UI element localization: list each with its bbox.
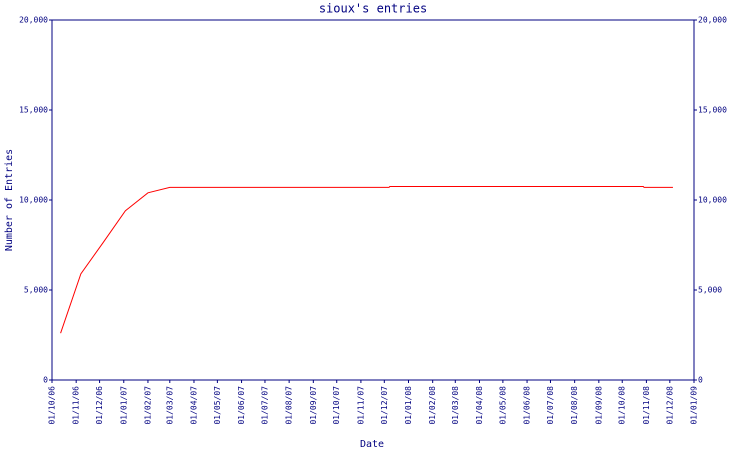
x-tick-label: 01/08/08 — [570, 386, 579, 425]
y2-tick-label: 20,000 — [698, 16, 727, 25]
x-tick-label: 01/10/06 — [48, 386, 57, 425]
y2-tick-label: 10,000 — [698, 196, 727, 205]
x-tick-label: 01/04/08 — [475, 386, 484, 425]
x-tick-label: 01/01/07 — [119, 386, 128, 425]
y2-tick-label: 5,000 — [698, 286, 722, 295]
x-tick-label: 01/05/07 — [213, 386, 222, 425]
x-tick-label: 01/09/07 — [309, 386, 318, 425]
x-tick-label: 01/09/08 — [594, 386, 603, 425]
chart-title: sioux's entries — [319, 2, 427, 16]
y-tick-label: 5,000 — [24, 286, 48, 295]
x-tick-label: 01/10/08 — [618, 386, 627, 425]
x-tick-label: 01/11/07 — [356, 386, 365, 425]
x-tick-label: 01/01/09 — [690, 386, 699, 425]
y-tick-label: 15,000 — [19, 106, 48, 115]
x-tick-label: 01/02/07 — [143, 386, 152, 425]
x-tick-label: 01/12/08 — [665, 386, 674, 425]
x-tick-label: 01/01/08 — [404, 386, 413, 425]
x-tick-label: 01/12/06 — [95, 386, 104, 425]
y-axis-label: Number of Entries — [4, 149, 15, 251]
x-tick-label: 01/11/06 — [72, 386, 81, 425]
plot-frame — [51, 19, 695, 381]
x-tick-label: 01/12/07 — [380, 386, 389, 425]
x-tick-label: 01/08/07 — [285, 386, 294, 425]
y2-tick-label: 15,000 — [698, 106, 727, 115]
y-tick-label: 20,000 — [19, 16, 48, 25]
data-line — [60, 186, 673, 334]
x-tick-label: 01/11/08 — [642, 386, 651, 425]
x-tick-label: 01/06/07 — [237, 386, 246, 425]
x-axis-label: Date — [360, 439, 384, 450]
x-tick-label: 01/02/08 — [428, 386, 437, 425]
x-tick-label: 01/04/07 — [189, 386, 198, 425]
x-tick-label: 01/05/08 — [498, 386, 507, 425]
x-tick-label: 01/07/08 — [546, 386, 555, 425]
y-tick-label: 0 — [43, 376, 48, 385]
x-tick-label: 01/03/07 — [165, 386, 174, 425]
x-tick-label: 01/07/07 — [260, 386, 269, 425]
y-tick-label: 10,000 — [19, 196, 48, 205]
y2-tick-label: 0 — [698, 376, 703, 385]
x-tick-label: 01/10/07 — [332, 386, 341, 425]
x-tick-label: 01/06/08 — [523, 386, 532, 425]
x-tick-label: 01/03/08 — [451, 386, 460, 425]
